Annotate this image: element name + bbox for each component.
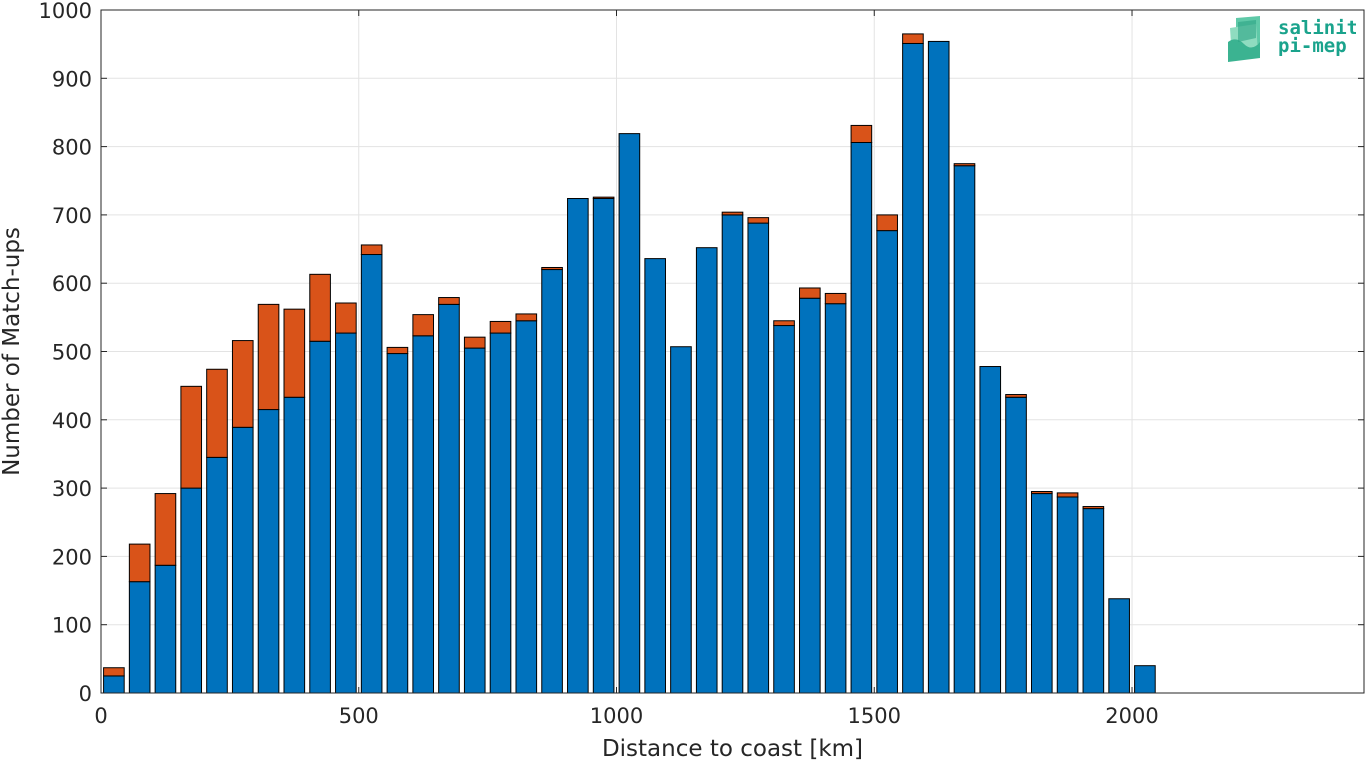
bar-series-1 — [695, 247, 718, 694]
bar-series-1 — [489, 332, 512, 694]
bar-series-2 — [773, 320, 795, 327]
y-tick-label: 500 — [52, 341, 92, 365]
bar-series-2 — [515, 313, 538, 322]
bar-series-1 — [257, 409, 280, 694]
y-tick-label: 600 — [52, 272, 92, 296]
y-tick-label: 400 — [52, 409, 92, 433]
bar-series-1 — [206, 456, 228, 694]
logo-text-pi-mep: pi-mep — [1278, 35, 1347, 57]
bar-series-2 — [876, 214, 898, 232]
bar-series-1 — [386, 353, 409, 694]
bar-series-1 — [979, 366, 1002, 694]
bar-series-1 — [128, 581, 151, 694]
bar-series-2 — [412, 314, 435, 337]
bar-series-2 — [154, 493, 177, 566]
x-axis-label: Distance to coast [km] — [602, 736, 863, 761]
bar-series-2 — [721, 211, 744, 216]
bar-series-1 — [902, 42, 924, 694]
bar-series-2 — [1030, 491, 1053, 495]
bar-series-1 — [463, 347, 486, 694]
bar-series-2 — [747, 217, 770, 224]
bar-series-1 — [335, 332, 357, 694]
bar-series-1 — [1030, 493, 1053, 694]
bar-series-1 — [618, 133, 641, 694]
wave-icon — [1228, 16, 1260, 62]
bar-series-1 — [412, 335, 435, 694]
bar-series-1 — [567, 198, 589, 694]
bar-series-1 — [283, 396, 306, 694]
y-axis-label: Number of Match-ups — [0, 227, 25, 476]
bar-series-2 — [360, 244, 383, 256]
y-tick-label: 100 — [52, 614, 92, 638]
bar-series-1 — [953, 165, 976, 694]
bar-series-2 — [335, 302, 357, 334]
bar-series-1 — [1056, 496, 1079, 694]
bar-series-2 — [257, 303, 280, 411]
bar-series-2 — [386, 346, 409, 355]
x-tick-label: 0 — [94, 704, 107, 728]
bar-series-1 — [154, 564, 177, 694]
y-tick-labels: 0 100 200 300 400 500 600 700 800 900 1000 — [39, 0, 1364, 706]
bar-series-1 — [231, 426, 254, 694]
bar-series-2 — [180, 385, 203, 489]
bars — [103, 33, 1156, 694]
bar-series-2 — [103, 667, 125, 677]
salinity-pi-mep-logo: salinity pi-mep — [1228, 16, 1356, 62]
bar-series-1 — [721, 214, 744, 694]
bar-series-2 — [1082, 506, 1105, 510]
bar-series-1 — [103, 675, 125, 694]
bar-series-1 — [747, 222, 770, 694]
y-tick-label: 800 — [52, 136, 92, 160]
y-tick-label: 300 — [52, 477, 92, 501]
bar-series-1 — [180, 487, 203, 694]
y-tick-label: 700 — [52, 204, 92, 228]
bar-series-1 — [541, 269, 563, 694]
bar-series-1 — [799, 297, 821, 694]
logo-text-salinity: salinity — [1278, 17, 1356, 39]
bar-series-2 — [128, 543, 151, 583]
bar-series-1 — [438, 303, 460, 694]
bar-series-1 — [644, 258, 666, 694]
bar-series-1 — [670, 346, 692, 694]
bar-series-1 — [1108, 598, 1130, 694]
bar-series-2 — [799, 287, 821, 299]
bar-series-2 — [1056, 492, 1079, 498]
bar-series-2 — [231, 340, 254, 428]
bar-series-1 — [1082, 508, 1105, 694]
bar-series-1 — [309, 340, 331, 694]
bar-series-1 — [927, 40, 950, 694]
y-tick-label: 1000 — [39, 0, 92, 23]
bar-series-2 — [592, 196, 615, 200]
bar-series-1 — [876, 230, 898, 694]
bar-series-1 — [592, 198, 615, 694]
bar-series-2 — [463, 336, 486, 349]
bar-series-2 — [206, 368, 228, 458]
y-tick-label: 200 — [52, 545, 92, 569]
x-tick-labels: 0 500 1000 1500 2000 — [94, 10, 1159, 728]
x-tick-label: 500 — [339, 704, 379, 728]
bar-series-2 — [283, 308, 306, 398]
bar-series-1 — [824, 303, 847, 694]
x-tick-label: 2000 — [1105, 704, 1158, 728]
x-tick-label: 1500 — [848, 704, 901, 728]
bar-series-1 — [1005, 396, 1027, 694]
bar-series-2 — [438, 297, 460, 305]
bar-series-2 — [850, 124, 873, 144]
x-tick-label: 1000 — [590, 704, 643, 728]
bar-series-1 — [360, 254, 383, 694]
bar-series-2 — [824, 292, 847, 305]
bar-series-2 — [1005, 394, 1027, 398]
y-tick-label: 900 — [52, 67, 92, 91]
bar-series-2 — [902, 33, 924, 44]
bar-series-1 — [773, 325, 795, 694]
bar-series-2 — [489, 320, 512, 334]
bar-series-2 — [541, 266, 563, 271]
bar-series-2 — [309, 273, 331, 342]
bar-series-2 — [953, 163, 976, 167]
bar-series-1 — [850, 142, 873, 694]
bar-series-1 — [1134, 665, 1156, 694]
y-tick-label: 0 — [79, 682, 92, 706]
bar-series-1 — [515, 320, 538, 694]
